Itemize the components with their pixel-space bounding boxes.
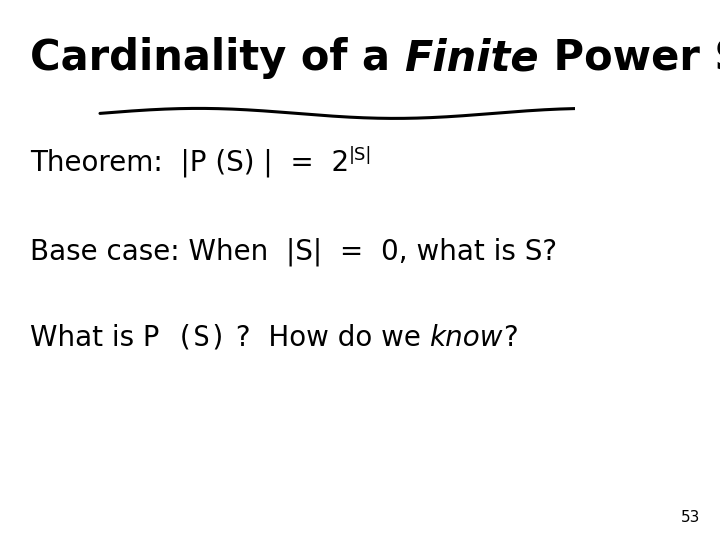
Polygon shape — [695, 30, 705, 45]
Text: ?  How do we: ? How do we — [227, 323, 430, 352]
Text: know: know — [430, 323, 503, 352]
Text: 53: 53 — [680, 510, 700, 525]
Text: Finite: Finite — [405, 37, 539, 79]
Text: Theorem:  |P (S) |  =  2: Theorem: |P (S) | = 2 — [30, 148, 349, 177]
Polygon shape — [660, 15, 695, 50]
Text: Power Set: Power Set — [539, 37, 720, 79]
Text: ?: ? — [503, 323, 518, 352]
Text: What is: What is — [30, 323, 143, 352]
Circle shape — [663, 16, 673, 26]
Text: |S|: |S| — [349, 146, 372, 164]
Text: Cardinality of a: Cardinality of a — [30, 37, 405, 79]
Text: P (S): P (S) — [143, 323, 227, 352]
Text: Base case: When  |S|  =  0, what is S?: Base case: When |S| = 0, what is S? — [30, 237, 557, 266]
